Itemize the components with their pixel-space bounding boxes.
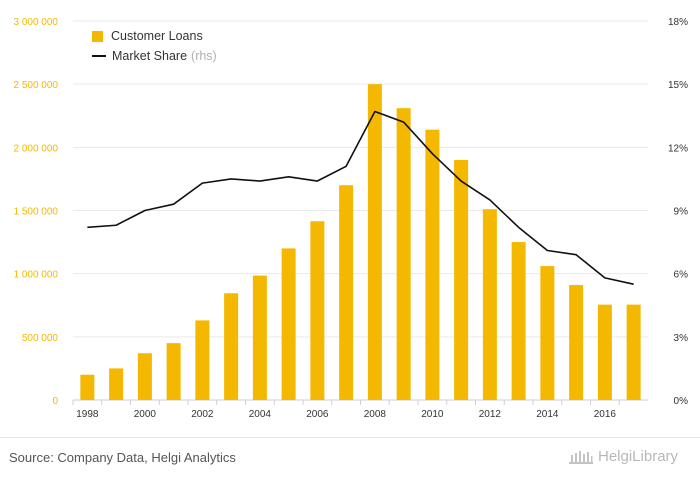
- x-tick-label: 1998: [76, 409, 99, 420]
- x-tick-label: 2012: [479, 409, 502, 420]
- bar-customer-loans: [109, 368, 124, 400]
- y-left-tick-label: 3 000 000: [14, 17, 59, 28]
- bar-customer-loans: [597, 304, 612, 400]
- y-left-tick-label: 500 000: [22, 333, 59, 344]
- y-right-tick-label: 15%: [668, 80, 688, 91]
- logo-text: HelgiLibrary: [598, 448, 679, 465]
- legend-bar-swatch: [92, 30, 103, 42]
- legend: Customer Loans Market Share (rhs): [92, 26, 217, 66]
- bar-customer-loans: [511, 242, 526, 400]
- bar-customer-loans: [396, 108, 411, 401]
- x-tick-label: 2002: [191, 409, 214, 420]
- y-right-tick-label: 12%: [668, 143, 688, 154]
- source-note: Source: Company Data, Helgi Analytics: [9, 450, 236, 465]
- bar-customer-loans: [626, 304, 641, 400]
- bar-customer-loans: [224, 293, 239, 400]
- legend-line-swatch: [92, 55, 106, 57]
- y-left-tick-label: 0: [52, 396, 58, 407]
- bar-customer-loans: [195, 320, 210, 400]
- x-tick-label: 2006: [306, 409, 329, 420]
- library-building-icon: [569, 450, 593, 464]
- bar-customer-loans: [569, 285, 584, 400]
- bar-customer-loans: [252, 275, 267, 400]
- bar-customer-loans: [80, 374, 95, 400]
- bar-customer-loans: [367, 84, 382, 401]
- y-left-tick-label: 1 500 000: [14, 207, 59, 218]
- legend-item-market-share[interactable]: Market Share (rhs): [92, 46, 217, 66]
- y-left-tick-label: 1 000 000: [14, 270, 59, 281]
- legend-label-customer-loans: Customer Loans: [111, 29, 203, 43]
- bar-customer-loans: [281, 248, 296, 400]
- bar-customer-loans: [540, 266, 555, 400]
- line-market-share: [87, 110, 634, 285]
- y-left-tick-label: 2 500 000: [14, 80, 59, 91]
- helgi-library-logo[interactable]: HelgiLibrary: [568, 448, 678, 465]
- x-tick-label: 2004: [249, 409, 272, 420]
- y-left-tick-label: 2 000 000: [14, 143, 59, 154]
- bar-customer-loans: [482, 209, 497, 400]
- y-right-tick-label: 0%: [674, 396, 689, 407]
- footer-divider: [0, 437, 700, 438]
- legend-label-rhs: (rhs): [191, 49, 217, 63]
- y-right-tick-label: 18%: [668, 17, 688, 28]
- x-tick-label: 2010: [421, 409, 444, 420]
- bar-customer-loans: [166, 343, 181, 400]
- y-right-tick-label: 6%: [674, 270, 689, 281]
- bar-customer-loans: [137, 353, 152, 400]
- bar-customer-loans: [310, 221, 325, 400]
- x-tick-label: 2000: [134, 409, 157, 420]
- x-tick-label: 2008: [364, 409, 387, 420]
- legend-item-customer-loans[interactable]: Customer Loans: [92, 26, 217, 46]
- bar-customer-loans: [454, 159, 469, 400]
- y-right-tick-label: 3%: [674, 333, 689, 344]
- x-tick-label: 2014: [536, 409, 559, 420]
- bar-customer-loans: [425, 129, 440, 400]
- x-tick-label: 2016: [594, 409, 617, 420]
- bar-customer-loans: [339, 185, 354, 400]
- legend-label-market-share: Market Share: [112, 49, 188, 63]
- y-right-tick-label: 9%: [674, 207, 689, 218]
